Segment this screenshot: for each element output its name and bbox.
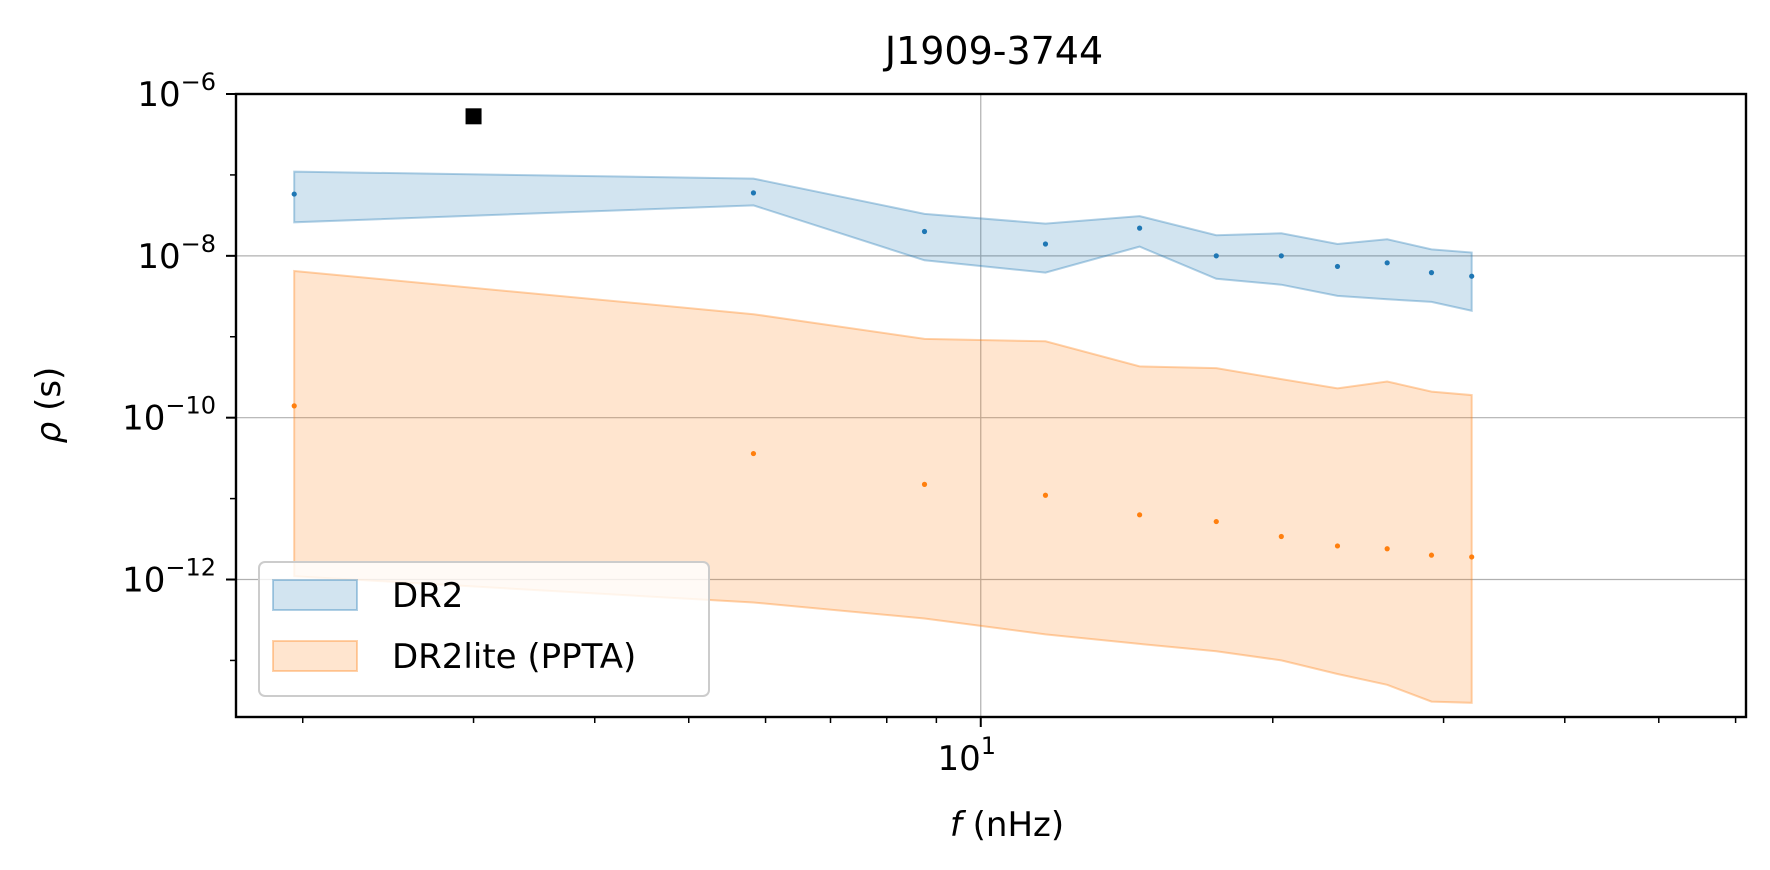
marker-square bbox=[465, 108, 482, 125]
legend: DR2 DR2lite (PPTA) bbox=[258, 561, 710, 697]
point-dr2lite bbox=[1213, 518, 1219, 525]
point-dr2lite bbox=[1384, 546, 1390, 552]
point-dr2 bbox=[1334, 263, 1341, 270]
y-tick-label: 10−6 bbox=[137, 68, 216, 115]
point-dr2 bbox=[1278, 253, 1284, 259]
point-dr2 bbox=[750, 190, 757, 196]
point-dr2 bbox=[1384, 260, 1390, 266]
legend-swatch-dr2 bbox=[272, 579, 358, 611]
point-dr2 bbox=[1428, 270, 1435, 276]
y-axis-label: ρ (s) bbox=[29, 367, 69, 444]
y-tick-label: 10−8 bbox=[137, 230, 216, 277]
point-dr2lite bbox=[921, 481, 928, 487]
point-dr2 bbox=[1042, 241, 1049, 247]
point-dr2 bbox=[1213, 253, 1219, 259]
data-points bbox=[291, 108, 1475, 560]
point-dr2lite bbox=[1334, 543, 1341, 549]
point-dr2lite bbox=[750, 450, 757, 457]
point-dr2lite bbox=[1042, 492, 1049, 498]
y-axis-label-unit: (s) bbox=[29, 367, 69, 422]
point-dr2 bbox=[291, 191, 297, 197]
legend-box bbox=[258, 561, 710, 697]
axis-ticks: 10−6 10−8 10−10 10−12 101 bbox=[122, 68, 1737, 779]
point-dr2lite bbox=[1278, 533, 1284, 540]
point-dr2 bbox=[1137, 225, 1143, 231]
x-axis-label-unit: (nHz) bbox=[962, 805, 1064, 845]
legend-label-dr2lite: DR2lite (PPTA) bbox=[392, 637, 636, 677]
y-axis-label-symbol: ρ bbox=[29, 421, 69, 443]
point-dr2lite bbox=[1469, 554, 1475, 560]
point-dr2lite bbox=[291, 403, 297, 409]
x-tick-label: 101 bbox=[937, 732, 996, 779]
legend-label-dr2: DR2 bbox=[392, 576, 463, 616]
chart-title: J1909-3744 bbox=[883, 29, 1103, 73]
point-dr2 bbox=[921, 228, 928, 235]
x-axis-label: f (nHz) bbox=[950, 805, 1064, 845]
plot-area: 10−6 10−8 10−10 10−12 101 bbox=[122, 68, 1748, 779]
confidence-bands bbox=[293, 170, 1473, 704]
band-dr2lite bbox=[293, 269, 1473, 704]
y-tick-label: 10−12 bbox=[122, 554, 216, 601]
legend-swatch-dr2lite bbox=[272, 640, 358, 672]
point-dr2 bbox=[1469, 273, 1475, 279]
point-dr2lite bbox=[1137, 512, 1143, 518]
axes-frame bbox=[234, 92, 1748, 719]
y-tick-label: 10−10 bbox=[122, 392, 216, 439]
point-dr2lite bbox=[1428, 552, 1435, 558]
band-dr2 bbox=[293, 170, 1473, 312]
